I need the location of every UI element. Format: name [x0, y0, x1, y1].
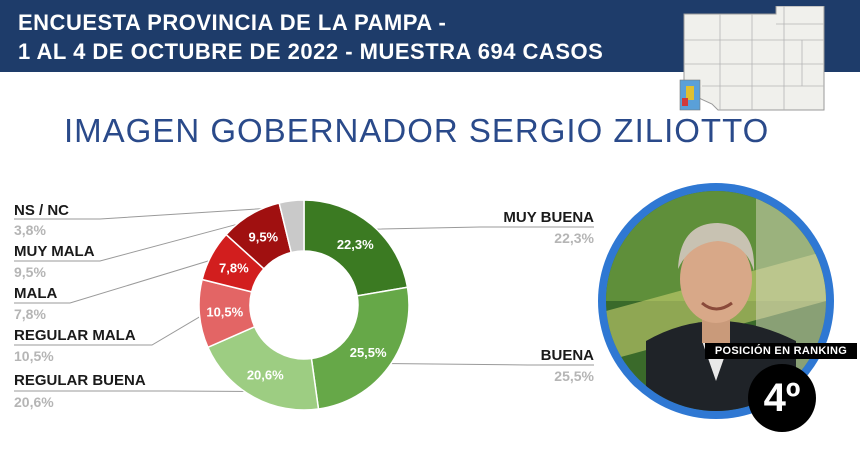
- leader-line: [14, 219, 254, 262]
- donut-data-label: 7,8%: [219, 261, 249, 276]
- province-map-icon: [679, 6, 825, 111]
- legend-label-buena: BUENA: [540, 347, 594, 364]
- legend-value-muy-mala: 9,5%: [14, 264, 46, 280]
- legend-value-mala: 7,8%: [14, 306, 46, 322]
- header-line-2: 1 AL 4 DE OCTUBRE DE 2022 - MUESTRA 694 …: [18, 39, 604, 64]
- legend-value-muy-buena: 22,3%: [554, 230, 594, 246]
- legend-label-muy-buena: MUY BUENA: [503, 209, 594, 226]
- donut-data-label: 20,6%: [247, 367, 284, 382]
- donut-data-label: 10,5%: [206, 305, 243, 320]
- donut-slice-ns-nc: [278, 199, 305, 254]
- donut-data-label: 9,5%: [248, 230, 278, 245]
- donut-slice-buena: [310, 286, 410, 410]
- donut-slice-muy-buena: [303, 199, 409, 297]
- leader-line: [14, 206, 293, 220]
- legend-value-regular-mala: 10,5%: [14, 348, 54, 364]
- leader-line: [14, 312, 206, 346]
- legend-label-regular-mala: REGULAR MALA: [14, 327, 136, 344]
- header-line-1: ENCUESTA PROVINCIA DE LA PAMPA -: [18, 10, 447, 35]
- leader-line: [383, 362, 594, 366]
- leader-line: [367, 226, 594, 230]
- legend-label-ns-nc: NS / NC: [14, 202, 70, 219]
- chart-title: IMAGEN GOBERNADOR SERGIO ZILIOTTO: [64, 112, 770, 149]
- legend-value-ns-nc: 3,8%: [14, 222, 46, 238]
- legend-label-muy-mala: MUY MALA: [14, 243, 95, 260]
- donut-data-label: 25,5%: [350, 345, 387, 360]
- ranking-position-badge: 4º: [748, 364, 816, 432]
- legend-value-buena: 25,5%: [554, 368, 594, 384]
- leader-line: [14, 257, 217, 304]
- legend-label-regular-buena: REGULAR BUENA: [14, 372, 146, 389]
- legend-label-mala: MALA: [14, 285, 58, 302]
- legend-value-regular-buena: 20,6%: [14, 394, 54, 410]
- ranking-label: POSICIÓN EN RANKING: [705, 343, 857, 359]
- donut-data-label: 22,3%: [337, 237, 374, 252]
